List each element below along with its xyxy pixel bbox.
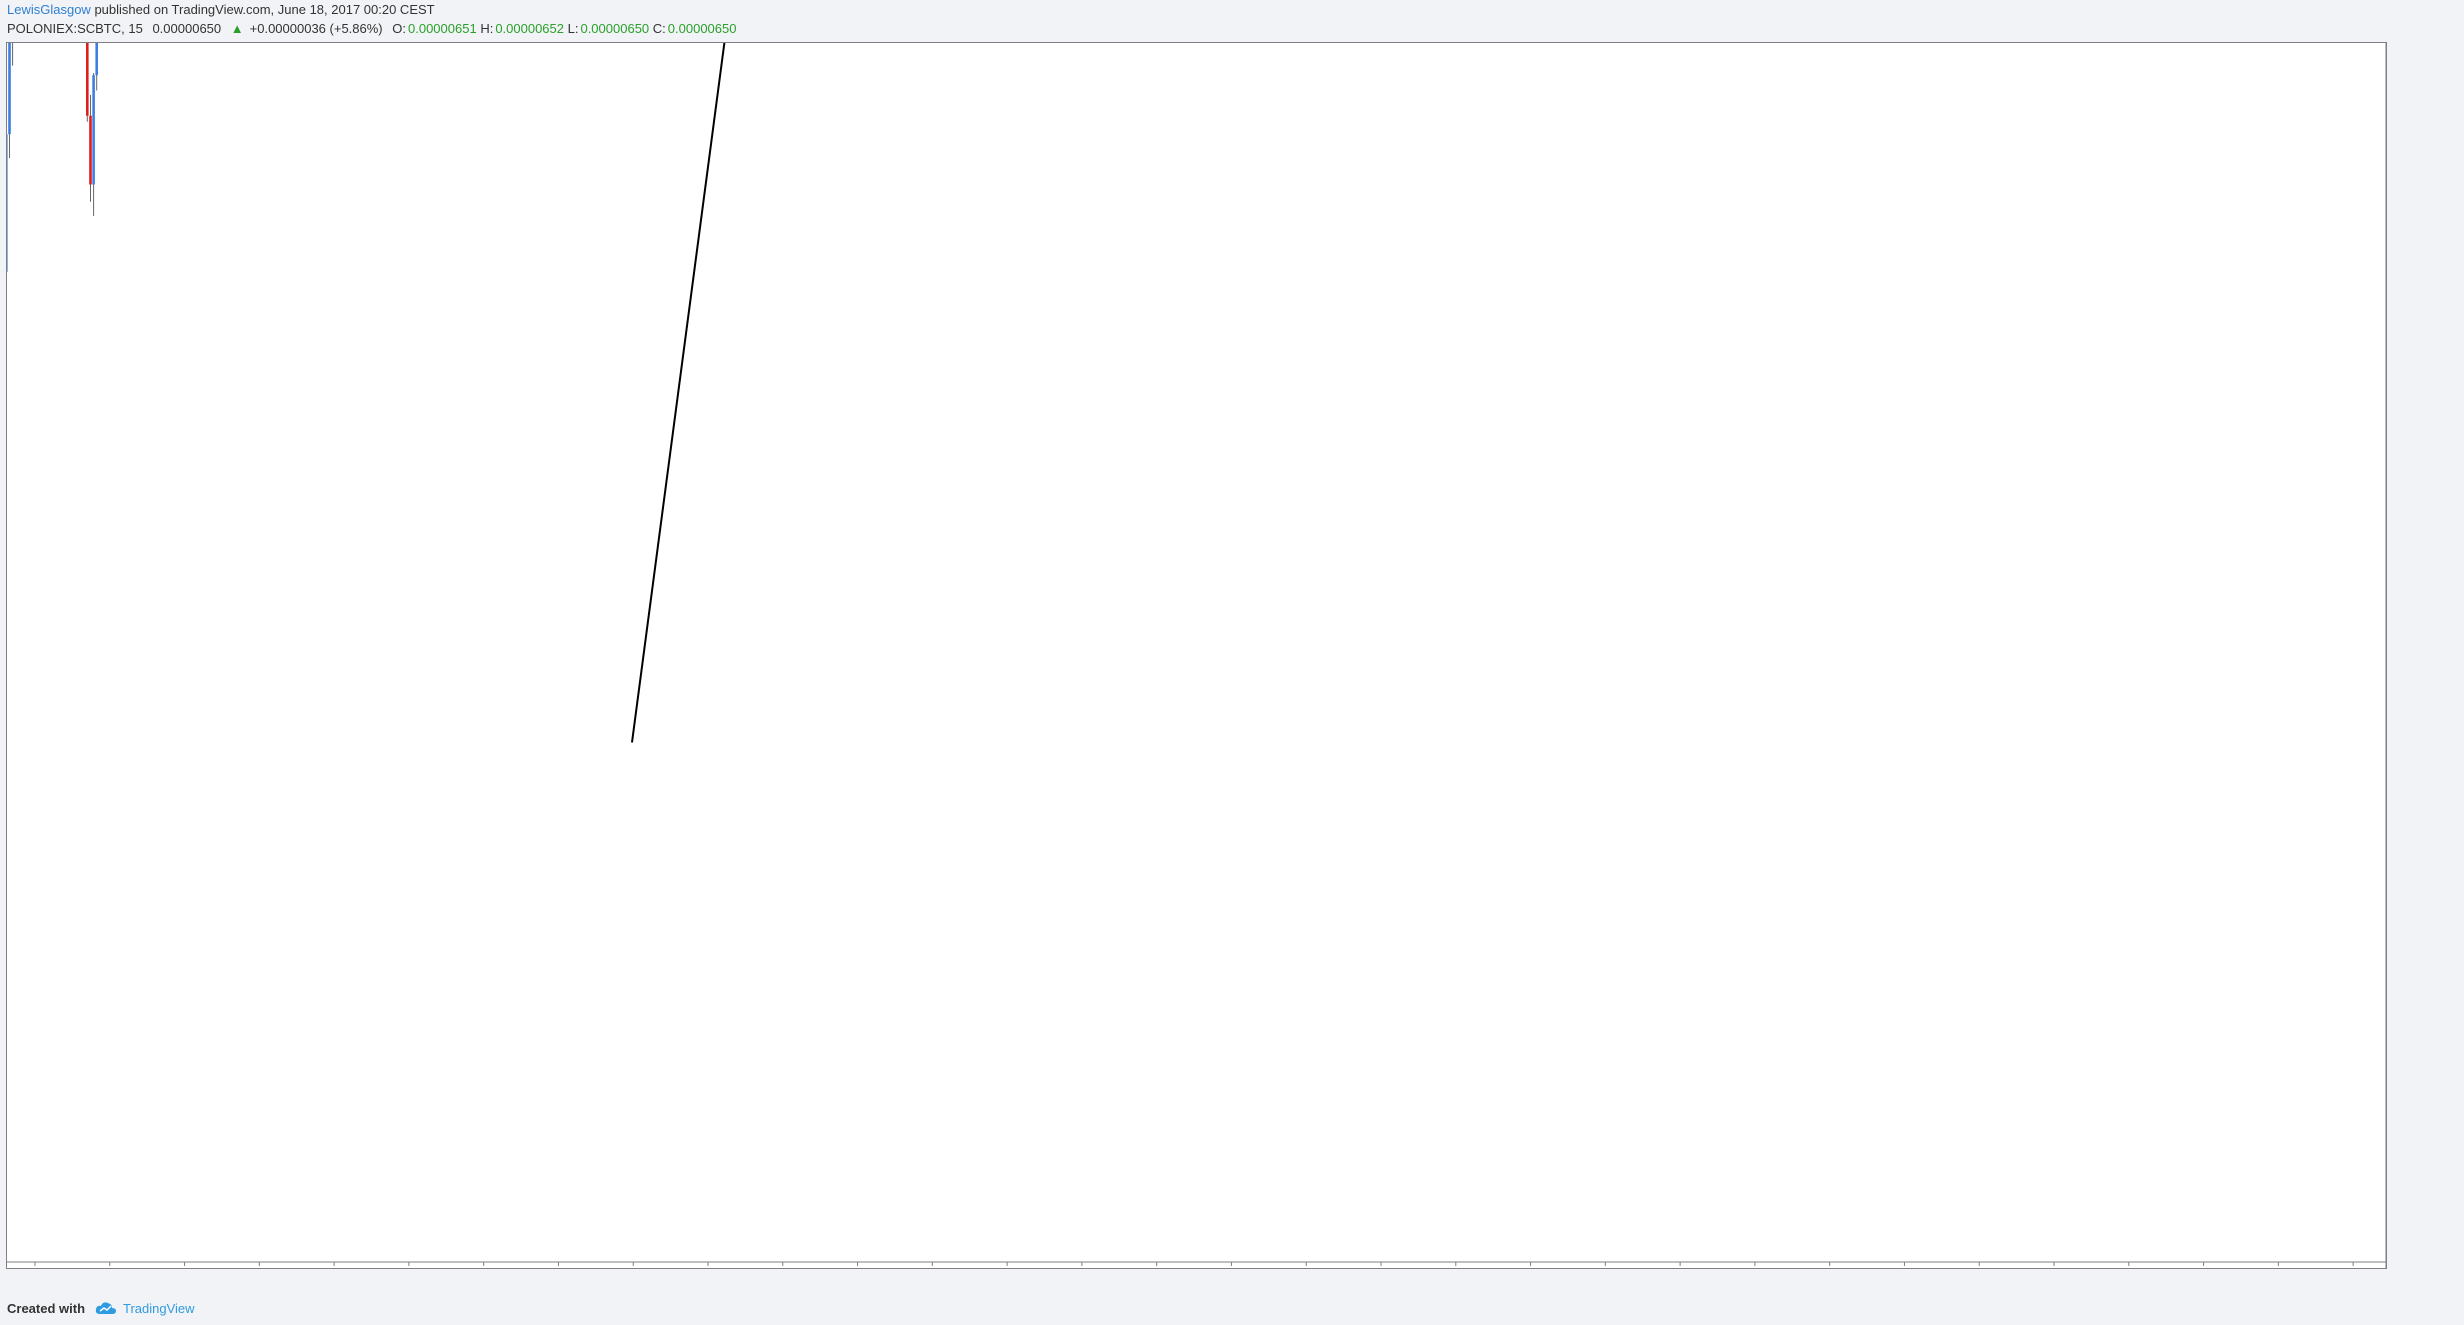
trendline	[630, 43, 726, 743]
candle	[12, 43, 14, 66]
publish-info: LewisGlasgow published on TradingView.co…	[7, 2, 435, 20]
up-arrow-icon: ▲	[230, 21, 244, 36]
symbol-info: POLONIEX:SCBTC, 15 0.00000650 ▲ +0.000000…	[7, 21, 736, 39]
candle-body-up	[95, 43, 98, 76]
candle	[86, 43, 89, 122]
candle	[7, 134, 8, 272]
low-label: L:	[567, 21, 579, 36]
symbol-name: POLONIEX:SCBTC, 15	[7, 21, 143, 36]
candle	[95, 43, 98, 91]
author-link[interactable]: LewisGlasgow	[7, 2, 91, 17]
tradingview-cloud-icon[interactable]	[95, 1301, 117, 1315]
high-value: 0.00000652	[495, 21, 564, 36]
candle-body-up	[7, 134, 8, 272]
candle-body-down	[86, 43, 89, 116]
candlestick-chart[interactable]: 0.000004700.000004800.000004900.00000500…	[7, 43, 2386, 1268]
candle	[89, 94, 92, 202]
candle-body-down	[89, 115, 92, 185]
low-value: 0.00000650	[580, 21, 650, 36]
footer: Created with TradingView	[7, 1297, 195, 1319]
candle-body-up	[8, 43, 11, 135]
drawings-group	[630, 43, 726, 743]
time-axis[interactable]: 1306:0012:0018:001406:0012:0018:001506:0…	[7, 1261, 2386, 1268]
close-value: 0.00000650	[667, 21, 737, 36]
price-change: +0.00000036 (+5.86%)	[249, 21, 383, 36]
open-label: O:	[392, 21, 406, 36]
tradingview-brand-link[interactable]: TradingView	[123, 1300, 195, 1316]
candle	[92, 73, 95, 216]
open-value: 0.00000651	[408, 21, 477, 36]
candle	[8, 43, 11, 158]
candle-body-up	[92, 75, 95, 185]
last-price: 0.00000650	[152, 21, 222, 36]
published-text: published on TradingView.com, June 18, 2…	[94, 2, 435, 17]
created-with-text: Created with	[7, 1300, 86, 1316]
close-label: C:	[652, 21, 666, 36]
chart-area[interactable]: 0.000004700.000004800.000004900.00000500…	[6, 42, 2387, 1269]
high-label: H:	[480, 21, 494, 36]
candles-group	[7, 43, 98, 272]
